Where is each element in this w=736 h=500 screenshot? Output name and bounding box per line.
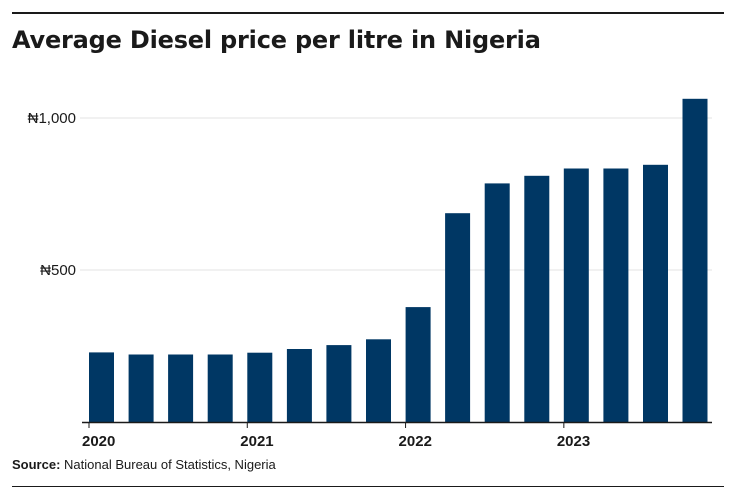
bar-2022-q4 xyxy=(524,175,550,422)
bar-2020-q1 xyxy=(89,352,114,422)
bar-2023-q2 xyxy=(603,168,629,422)
x-tick-label: 2021 xyxy=(240,433,273,450)
top-rule xyxy=(12,12,724,14)
bar-2023-q1 xyxy=(563,168,589,422)
source-note: Source: National Bureau of Statistics, N… xyxy=(12,457,276,472)
y-tick-label: ₦1,000 xyxy=(28,110,76,127)
bars xyxy=(89,98,708,423)
bar-2021-q2 xyxy=(286,349,312,422)
bar-2022-q3 xyxy=(484,183,510,422)
x-tick-label: 2023 xyxy=(557,433,590,450)
chart-title: Average Diesel price per litre in Nigeri… xyxy=(12,26,541,54)
bar-2021-q3 xyxy=(326,345,352,422)
y-axis-labels: ₦500 ₦1,000 xyxy=(28,110,76,279)
bar-2022-q2 xyxy=(445,213,471,422)
bar-2020-q4 xyxy=(207,354,233,422)
source-text: National Bureau of Statistics, Nigeria xyxy=(64,457,276,472)
x-tick-label: 2020 xyxy=(82,433,115,450)
bar-2023-q4 xyxy=(682,98,708,423)
bar-2022-q1 xyxy=(405,307,431,422)
x-axis-labels: 2020 2021 2022 2023 xyxy=(82,422,590,450)
y-tick-label: ₦500 xyxy=(40,262,76,279)
source-label: Source: xyxy=(12,457,61,472)
bottom-rule xyxy=(12,486,724,487)
bar-2020-q2 xyxy=(128,354,154,422)
bar-2021-q1 xyxy=(247,352,273,422)
bar-2021-q4 xyxy=(366,339,391,422)
x-tick-label: 2022 xyxy=(399,433,432,450)
bar-2020-q3 xyxy=(168,354,194,422)
bar-2023-q3 xyxy=(643,164,668,423)
